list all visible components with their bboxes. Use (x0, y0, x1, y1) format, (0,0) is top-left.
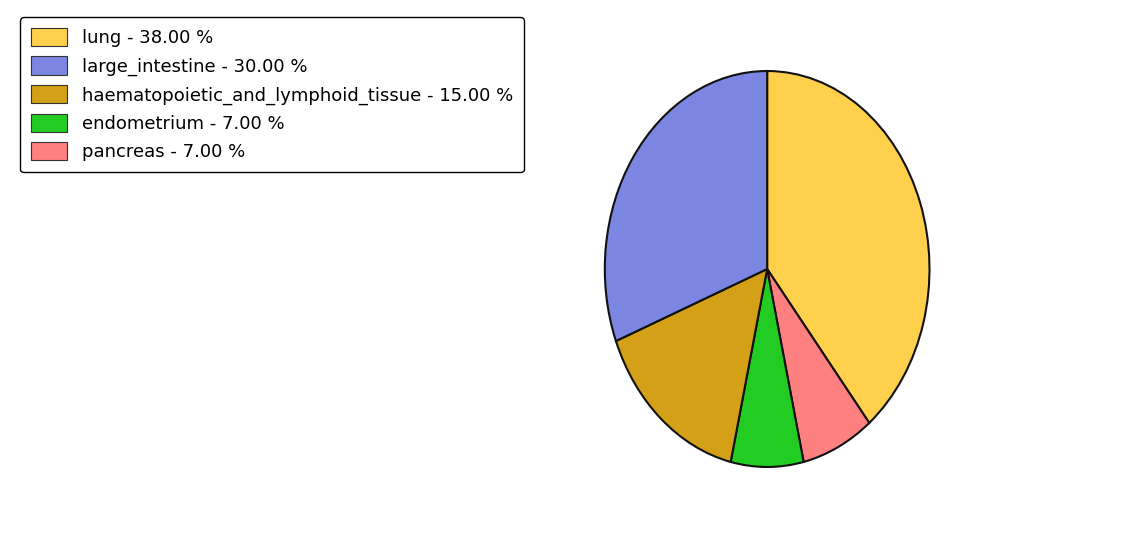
Wedge shape (767, 71, 930, 423)
Wedge shape (616, 269, 767, 462)
Legend: lung - 38.00 %, large_intestine - 30.00 %, haematopoietic_and_lymphoid_tissue - : lung - 38.00 %, large_intestine - 30.00 … (21, 17, 524, 172)
Wedge shape (767, 269, 869, 462)
Wedge shape (605, 71, 767, 341)
Wedge shape (731, 269, 804, 467)
